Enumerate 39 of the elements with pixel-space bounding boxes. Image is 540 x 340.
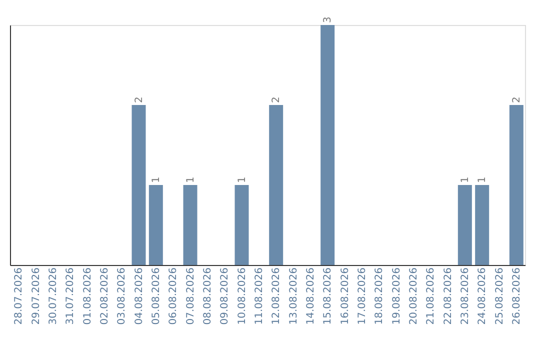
- x-tick-label: 14.08.2026: [305, 268, 316, 325]
- x-tick-label: 02.08.2026: [99, 268, 110, 325]
- x-tick-label: 17.08.2026: [356, 268, 368, 325]
- x-tick-label: 20.08.2026: [408, 268, 420, 325]
- x-tick-label: 29.07.2026: [30, 268, 42, 325]
- x-tick-label: 16.08.2026: [340, 268, 351, 325]
- data-label: 2: [511, 96, 522, 103]
- x-tick-label: 09.08.2026: [220, 268, 231, 325]
- data-label: 1: [460, 176, 471, 183]
- x-tick-label: 22.08.2026: [442, 268, 454, 325]
- data-label: 1: [477, 176, 488, 183]
- x-tick-label: 18.08.2026: [374, 268, 386, 325]
- x-tick-label: 31.07.2026: [65, 268, 76, 325]
- data-label: 2: [134, 96, 145, 103]
- x-tick-label: 06.08.2026: [168, 268, 180, 325]
- data-label: 1: [150, 176, 162, 183]
- x-tick-label: 26.08.2026: [511, 268, 522, 325]
- x-tick-label: 25.08.2026: [494, 268, 506, 325]
- x-tick-label: 11.08.2026: [254, 268, 265, 325]
- x-tick-label: 21.08.2026: [426, 268, 437, 325]
- data-label: 3: [322, 16, 334, 23]
- x-tick-label: 07.08.2026: [185, 268, 196, 325]
- x-tick-label: 19.08.2026: [391, 268, 402, 325]
- x-tick-label: 28.07.2026: [14, 268, 25, 325]
- x-tick-label: 24.08.2026: [477, 268, 488, 325]
- x-tick-label: 15.08.2026: [322, 268, 334, 325]
- x-tick-label: 04.08.2026: [134, 268, 145, 325]
- x-tick-label: 23.08.2026: [460, 268, 471, 325]
- x-tick-label: 13.08.2026: [288, 268, 300, 325]
- data-label: 2: [271, 96, 282, 103]
- x-tick-label: 03.08.2026: [116, 268, 128, 325]
- data-label: 1: [185, 176, 196, 183]
- x-tick-label: 08.08.2026: [202, 268, 214, 325]
- x-tick-label: 10.08.2026: [236, 268, 248, 325]
- x-tick-label: 05.08.2026: [150, 268, 162, 325]
- x-tick-label: 12.08.2026: [271, 268, 282, 325]
- data-label: 1: [236, 176, 248, 183]
- x-tick-label: 30.07.2026: [48, 268, 59, 325]
- x-tick-label: 01.08.2026: [82, 268, 94, 325]
